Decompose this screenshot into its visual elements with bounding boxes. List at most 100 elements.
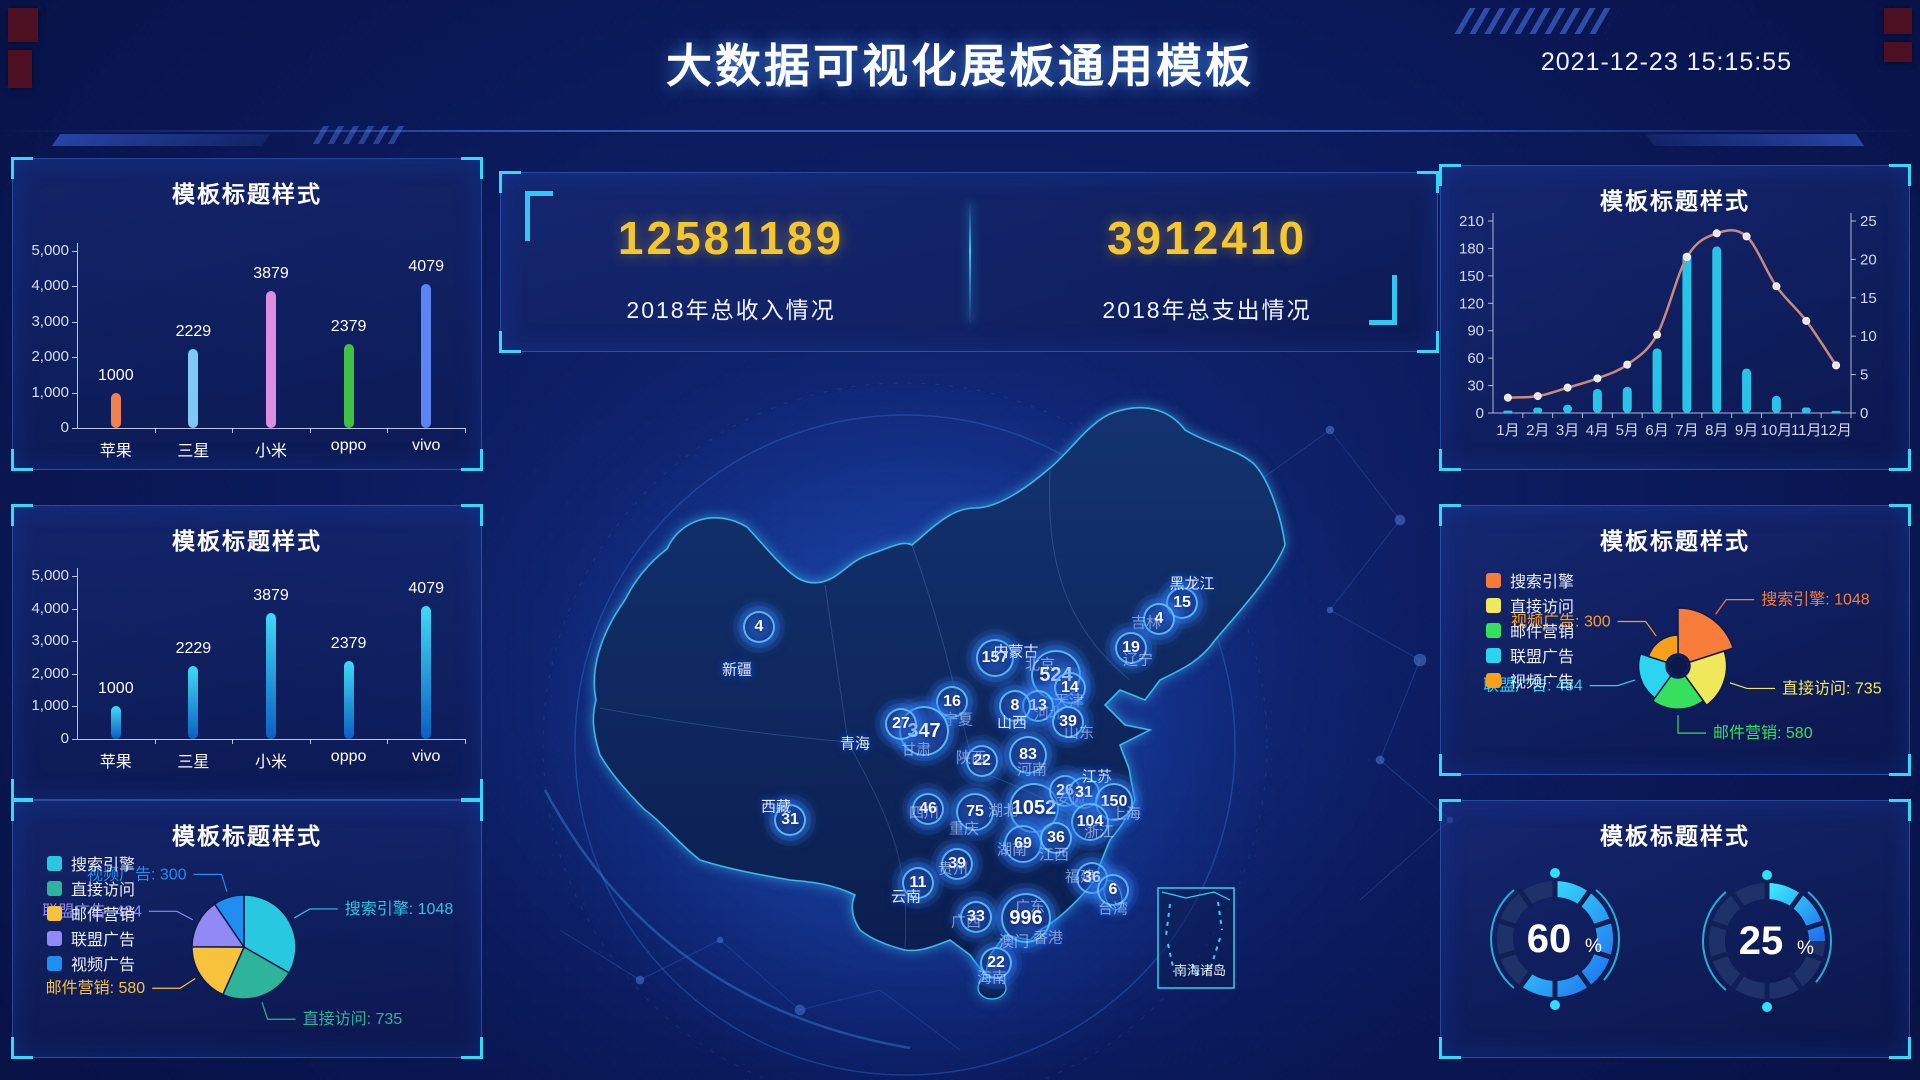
- y-tick-label: 2,000: [31, 348, 69, 366]
- pie-slice: [191, 945, 246, 996]
- bar: [343, 343, 354, 428]
- svg-text:%: %: [1797, 938, 1814, 959]
- callout-line: [261, 1001, 296, 1020]
- line-marker: [1712, 229, 1721, 238]
- header-band-left: [51, 134, 271, 146]
- bar-value-label: 2229: [175, 323, 212, 341]
- gauge-25: 25%: [1702, 870, 1832, 1012]
- y-axis: [77, 243, 78, 428]
- svg-text:9月: 9月: [1735, 422, 1758, 439]
- legend-item[interactable]: 直接访问: [47, 876, 135, 900]
- svg-text:7月: 7月: [1675, 422, 1698, 439]
- x-tick-mark: [309, 428, 311, 433]
- callout-line: [148, 910, 194, 921]
- y-tick-mark: [72, 641, 77, 643]
- legend-swatch: [1486, 647, 1501, 663]
- bar: [188, 666, 199, 739]
- datetime-display: 2021-12-23 15:15:55: [1540, 48, 1792, 76]
- svg-text:10: 10: [1860, 328, 1877, 345]
- category-label: 小米: [254, 754, 287, 771]
- legend-label: 直接访问: [1510, 599, 1575, 616]
- svg-text:20: 20: [1860, 251, 1877, 268]
- bar: [266, 612, 276, 739]
- callout-label: 搜索引擎: 1048: [1761, 591, 1870, 609]
- bar: [1831, 410, 1841, 413]
- y-tick-label: 4,000: [31, 277, 69, 295]
- callout-label: 直接访问: 735: [1782, 679, 1882, 697]
- x-tick-mark: [465, 739, 466, 744]
- panel-title: 模板标题样式: [1600, 188, 1750, 214]
- bar: [1592, 388, 1602, 413]
- panel-bar-chart-cyan: 模板标题样式 5,000 4,000 3,000 2,000 1,000 0 1000 苹果 2…: [11, 504, 483, 801]
- svg-text:60: 60: [1527, 917, 1572, 961]
- stats-divider: [969, 203, 971, 323]
- legend-item[interactable]: 搜索引擎: [1486, 568, 1574, 592]
- bar-chart: 5,000 4,000 3,000 2,000 1,000 0 1000 苹果 2229 三星 38…: [13, 506, 481, 799]
- y-tick-label: 3,000: [31, 632, 69, 650]
- y-tick-label: 2,000: [31, 664, 69, 682]
- callout-label: 联盟广告: 484: [1483, 677, 1583, 695]
- legend-item[interactable]: 邮件营销: [47, 901, 135, 925]
- x-axis: [77, 428, 465, 429]
- svg-text:25: 25: [1739, 919, 1784, 963]
- svg-text:5: 5: [1860, 367, 1868, 384]
- bracket-decoration: [525, 191, 553, 241]
- kpi-income-label: 2018年总收入情况: [626, 297, 836, 323]
- callout-line: [193, 873, 228, 892]
- category-label: oppo: [330, 748, 367, 765]
- bar: [1533, 407, 1543, 413]
- bar: [266, 290, 276, 428]
- bar-value-label: 2229: [175, 640, 212, 658]
- bar: [1563, 404, 1573, 413]
- legend-swatch: [47, 905, 62, 921]
- legend-item[interactable]: 联盟广告: [47, 926, 135, 950]
- south-china-sea-inset: [1157, 887, 1235, 989]
- x-tick-mark: [387, 739, 389, 744]
- legend-label: 联盟广告: [1510, 649, 1575, 666]
- legend-item[interactable]: 视频广告: [1486, 668, 1574, 692]
- y-tick-mark: [72, 706, 77, 708]
- svg-text:1月: 1月: [1496, 422, 1519, 439]
- panel-kpi-stats: 12581189 2018年总收入情况 3912410 2018年总支出情况: [499, 171, 1439, 353]
- sea-inset-label: 南海诸岛: [1173, 963, 1226, 978]
- legend-label: 搜索引擎: [71, 857, 136, 874]
- x-tick-mark: [232, 428, 234, 433]
- callout-label: 直接访问: 735: [303, 1010, 403, 1028]
- panel-gauges: 模板标题样式 60% 25%: [1439, 799, 1911, 1059]
- bracket-decoration: [1369, 275, 1397, 325]
- svg-text:12月: 12月: [1820, 422, 1852, 439]
- line-series: [1507, 228, 1838, 399]
- bar-value-label: 1000: [98, 680, 134, 698]
- pie-slice: [213, 894, 245, 950]
- bar-value-label: 4079: [408, 257, 444, 275]
- x-tick-mark: [154, 739, 156, 744]
- bar: [343, 661, 354, 739]
- y-tick-mark: [72, 576, 77, 577]
- callout-line: [1715, 599, 1755, 615]
- legend-swatch: [1486, 572, 1501, 588]
- x-tick-mark: [232, 739, 234, 744]
- legend-item[interactable]: 联盟广告: [1486, 643, 1574, 667]
- legend-item[interactable]: 邮件营销: [1486, 618, 1574, 642]
- x-tick-mark: [309, 739, 311, 744]
- category-label: vivo: [411, 437, 441, 454]
- corner-block: [8, 50, 32, 88]
- corner-block: [1884, 8, 1912, 34]
- x-tick-mark: [387, 428, 389, 433]
- callout-line: [293, 908, 338, 919]
- bar: [188, 349, 199, 428]
- line-marker: [1682, 253, 1691, 262]
- y-tick-mark: [72, 286, 77, 288]
- legend-item[interactable]: 直接访问: [1486, 593, 1574, 617]
- x-tick-mark: [465, 428, 466, 433]
- kpi-expense: 3912410 2018年总支出情况: [997, 173, 1417, 351]
- pie-slice: [243, 894, 297, 974]
- page-title: 大数据可视化展板通用模板: [666, 40, 1254, 92]
- legend-item[interactable]: 搜索引擎: [47, 851, 135, 875]
- panel-title: 模板标题样式: [1600, 823, 1750, 849]
- svg-text:60: 60: [1467, 350, 1484, 367]
- svg-text:8月: 8月: [1705, 422, 1728, 439]
- x-tick-mark: [154, 428, 156, 433]
- legend-item[interactable]: 视频广告: [47, 951, 135, 975]
- callout-line: [1617, 620, 1657, 637]
